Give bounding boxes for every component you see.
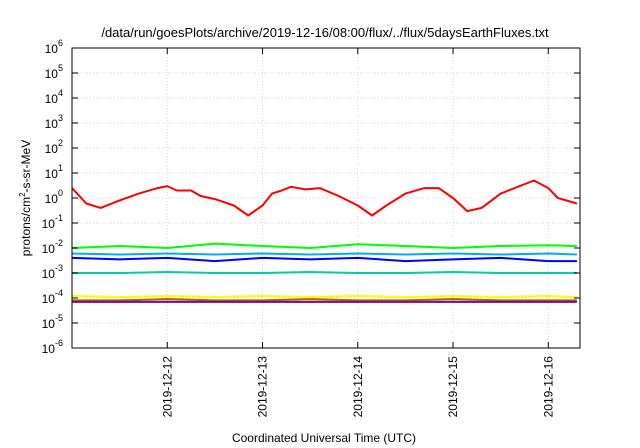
y-tick-label: 106 bbox=[45, 38, 63, 56]
y-tick-label: 105 bbox=[45, 63, 63, 81]
x-tick-label: 2019-12-16 bbox=[541, 356, 555, 418]
y-tick-label: 10-2 bbox=[42, 238, 63, 256]
series-line-1 bbox=[71, 179, 578, 217]
series-line-7 bbox=[72, 298, 577, 302]
x-tick-label: 2019-12-13 bbox=[256, 356, 270, 418]
x-axis: 2019-12-12 2019-12-13 2019-12-14 2019-12-15… bbox=[160, 48, 555, 417]
series-group bbox=[71, 179, 578, 303]
y-tick-label: 10-6 bbox=[42, 338, 63, 356]
series-line-2 bbox=[71, 242, 577, 249]
y-tick-label: 101 bbox=[45, 163, 63, 181]
y-tick-label: 10-3 bbox=[42, 263, 63, 281]
y-axis-label: protons/cm2-s-sr-MeV bbox=[18, 140, 33, 256]
series-line-3 bbox=[71, 256, 577, 263]
x-tick-label: 2019-12-12 bbox=[160, 356, 174, 418]
y-axis: 10-6 10-5 10-4 10-3 10-2 10-1 100 101 102 103 104 1… bbox=[42, 38, 580, 356]
series-line-4 bbox=[71, 252, 577, 256]
y-tick-label: 102 bbox=[45, 138, 63, 156]
y-tick-label: 10-4 bbox=[42, 288, 63, 306]
y-tick-label: 10-1 bbox=[42, 213, 63, 231]
grid bbox=[72, 47, 580, 349]
y-tick-label: 10-5 bbox=[42, 313, 63, 331]
y-tick-label: 100 bbox=[45, 188, 63, 206]
series-line-6 bbox=[71, 295, 577, 298]
x-tick-label: 2019-12-14 bbox=[351, 356, 365, 418]
chart-title: /data/run/goesPlots/archive/2019-12-16/0… bbox=[101, 25, 549, 40]
x-axis-label: Coordinated Universal Time (UTC) bbox=[232, 431, 416, 445]
y-tick-label: 104 bbox=[45, 88, 63, 106]
x-tick-label: 2019-12-15 bbox=[446, 356, 460, 418]
series-line-5 bbox=[72, 271, 577, 274]
y-tick-label: 103 bbox=[45, 113, 63, 131]
plot-frame bbox=[71, 47, 581, 349]
